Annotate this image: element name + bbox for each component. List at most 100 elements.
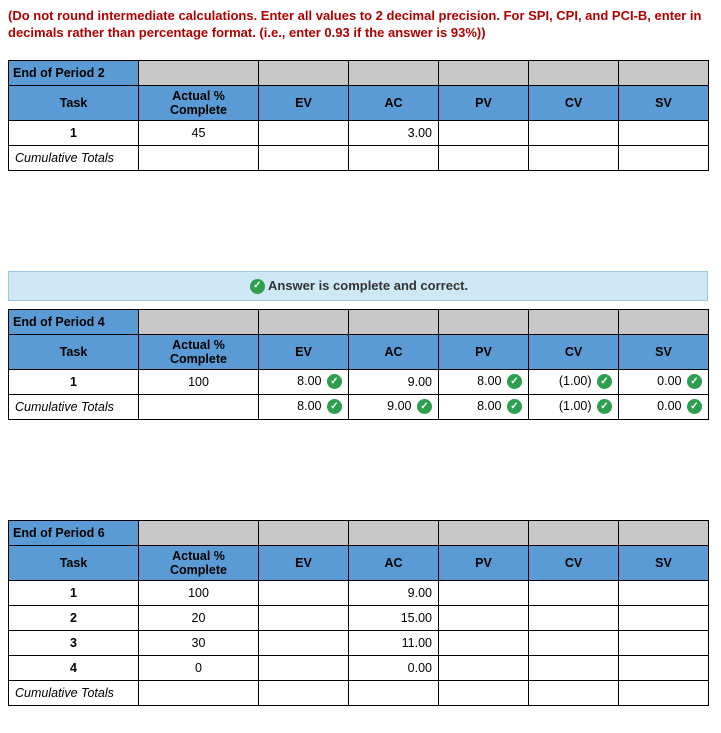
pv-cell[interactable] [439,630,529,655]
col-cv: CV [529,85,619,120]
check-icon: ✓ [687,399,702,414]
col-actual: Actual % Complete [139,545,259,580]
col-ac: AC [349,334,439,369]
pv-cell[interactable] [439,655,529,680]
check-icon: ✓ [507,399,522,414]
cv-cell[interactable] [529,120,619,145]
task-cell: 1 [9,120,139,145]
cumulative-label: Cumulative Totals [9,394,139,419]
ac-cell[interactable] [349,145,439,170]
cv-cell[interactable] [529,680,619,705]
ev-cell[interactable] [259,655,349,680]
check-icon: ✓ [327,399,342,414]
ac-cell[interactable]: 9.00 ✓ [349,394,439,419]
ev-cell[interactable] [259,580,349,605]
period-label: End of Period 2 [9,60,139,85]
ac-cell[interactable]: 0.00 [349,655,439,680]
period-label: End of Period 4 [9,309,139,334]
period4-table: End of Period 4 Task Actual % Complete E… [8,309,709,420]
sv-cell[interactable] [619,605,709,630]
sv-cell[interactable]: 0.00 ✓ [619,394,709,419]
task-cell: 4 [9,655,139,680]
period-row: End of Period 6 [9,520,709,545]
table-row: 1 100 9.00 [9,580,709,605]
col-ev: EV [259,334,349,369]
ev-cell[interactable] [259,120,349,145]
pv-cell[interactable] [439,120,529,145]
col-task: Task [9,85,139,120]
sv-cell[interactable] [619,145,709,170]
cv-cell[interactable] [529,630,619,655]
table-row: 1 100 8.00 ✓ 9.00 8.00 ✓ (1.00) ✓ 0.00 ✓ [9,369,709,394]
sv-cell[interactable] [619,580,709,605]
sv-cell[interactable] [619,655,709,680]
cumulative-row: Cumulative Totals 8.00 ✓ 9.00 ✓ 8.00 ✓ (… [9,394,709,419]
period-row: End of Period 2 [9,60,709,85]
ac-cell[interactable] [349,680,439,705]
check-icon: ✓ [417,399,432,414]
ev-cell[interactable]: 8.00 ✓ [259,369,349,394]
col-sv: SV [619,85,709,120]
cv-cell[interactable] [529,655,619,680]
status-text: Answer is complete and correct. [268,278,468,293]
task-cell: 3 [9,630,139,655]
task-cell: 2 [9,605,139,630]
pv-cell[interactable]: 8.00 ✓ [439,369,529,394]
col-ac: AC [349,545,439,580]
period-row: End of Period 4 [9,309,709,334]
ev-cell[interactable] [259,145,349,170]
table-row: 2 20 15.00 [9,605,709,630]
ac-cell[interactable]: 9.00 [349,369,439,394]
col-pv: PV [439,334,529,369]
header-row: Task Actual % Complete EV AC PV CV SV [9,85,709,120]
ev-cell[interactable] [259,680,349,705]
answer-status-bar: ✓ Answer is complete and correct. [8,271,708,301]
sv-cell[interactable] [619,120,709,145]
check-icon: ✓ [327,374,342,389]
col-ac: AC [349,85,439,120]
ev-cell[interactable] [259,605,349,630]
task-cell: 1 [9,369,139,394]
pv-cell[interactable]: 8.00 ✓ [439,394,529,419]
actual-cell[interactable]: 20 [139,605,259,630]
cumulative-row: Cumulative Totals [9,145,709,170]
cv-cell[interactable]: (1.00) ✓ [529,394,619,419]
actual-cell[interactable]: 100 [139,369,259,394]
pv-cell[interactable] [439,145,529,170]
actual-cell[interactable]: 100 [139,580,259,605]
header-row: Task Actual % Complete EV AC PV CV SV [9,545,709,580]
ac-cell[interactable]: 15.00 [349,605,439,630]
col-sv: SV [619,334,709,369]
header-row: Task Actual % Complete EV AC PV CV SV [9,334,709,369]
ac-cell[interactable]: 11.00 [349,630,439,655]
cv-cell[interactable] [529,145,619,170]
check-icon: ✓ [507,374,522,389]
check-icon: ✓ [597,374,612,389]
check-icon: ✓ [250,279,265,294]
sv-cell[interactable] [619,680,709,705]
ev-cell[interactable] [259,630,349,655]
task-cell: 1 [9,580,139,605]
col-pv: PV [439,545,529,580]
sv-cell[interactable]: 0.00 ✓ [619,369,709,394]
actual-cell[interactable]: 45 [139,120,259,145]
ac-cell[interactable]: 3.00 [349,120,439,145]
table-row: 4 0 0.00 [9,655,709,680]
sv-cell[interactable] [619,630,709,655]
check-icon: ✓ [597,399,612,414]
cv-cell[interactable] [529,605,619,630]
check-icon: ✓ [687,374,702,389]
pv-cell[interactable] [439,605,529,630]
ev-cell[interactable]: 8.00 ✓ [259,394,349,419]
col-cv: CV [529,545,619,580]
period2-table: End of Period 2 Task Actual % Complete E… [8,60,709,171]
period6-table: End of Period 6 Task Actual % Complete E… [8,520,709,706]
cv-cell[interactable]: (1.00) ✓ [529,369,619,394]
pv-cell[interactable] [439,680,529,705]
cumulative-label: Cumulative Totals [9,680,139,705]
ac-cell[interactable]: 9.00 [349,580,439,605]
cv-cell[interactable] [529,580,619,605]
actual-cell[interactable]: 0 [139,655,259,680]
actual-cell[interactable]: 30 [139,630,259,655]
pv-cell[interactable] [439,580,529,605]
